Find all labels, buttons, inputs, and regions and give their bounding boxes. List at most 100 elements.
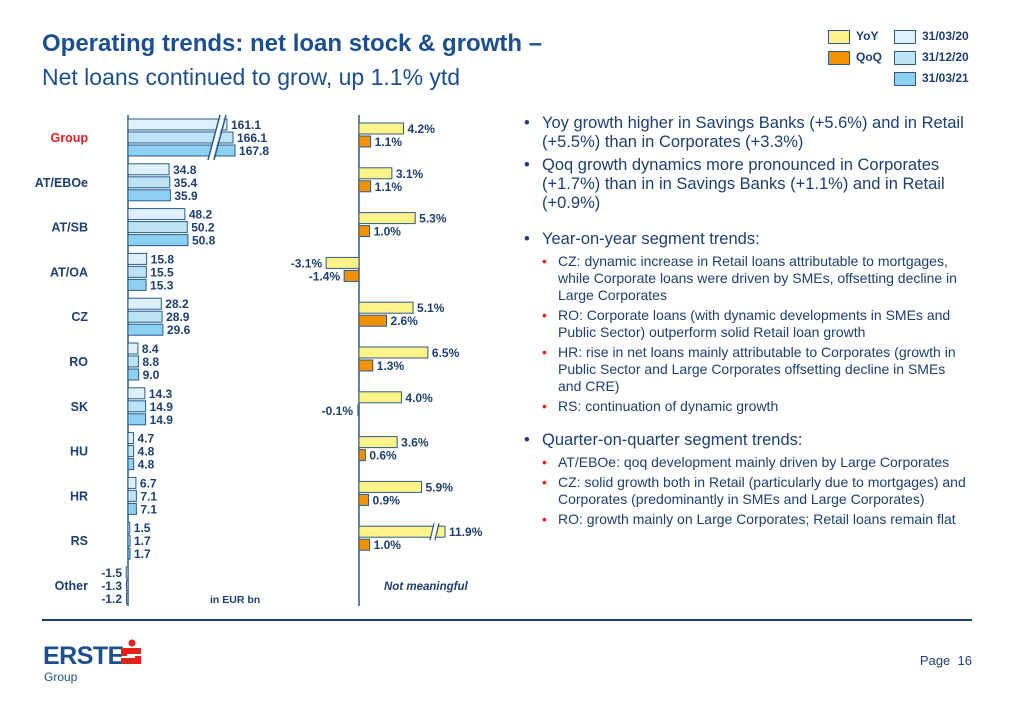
bar-31/03/20 [127,118,228,131]
bar-31/12/20 [127,445,135,458]
category-label: Other [55,579,88,593]
category-label: AT/SB [51,221,88,235]
sub-bullet: CZ: dynamic increase in Retail loans att… [522,253,972,304]
bar-31/03/20 [127,208,186,221]
data-label: 5.1% [417,301,445,315]
data-label: 3.6% [401,436,429,450]
axis-break-marker [429,523,440,541]
commentary: Yoy growth higher in Savings Banks (+5.6… [522,114,972,531]
bar-31/03/20 [127,476,137,489]
legend-label: 31/12/20 [922,50,969,64]
category-label: RO [69,355,88,369]
bar-QoQ [358,359,374,372]
data-label: 0.6% [369,449,397,463]
bar-YoY [358,167,393,180]
legend-swatch [894,71,916,86]
data-label: 50.2 [191,221,215,235]
bar-31/12/20 [127,131,234,144]
page-title: Operating trends: net loan stock & growt… [42,30,543,57]
legend-label: 31/03/21 [922,71,969,85]
bar-31/12/20 [127,221,188,234]
bar-YoY [358,480,423,493]
data-label: 50.8 [192,234,216,248]
bar-31/12/20 [127,310,163,323]
data-label: -3.1% [291,256,323,270]
data-label: 5.3% [419,212,447,226]
loan-charts: Group161.1166.1167.84.2%1.1%AT/EBOe34.83… [35,114,483,606]
data-label: 9.0 [143,368,160,382]
category-label: HU [70,445,88,459]
bar-31/03/21 [127,278,147,291]
bar-31/03/21 [127,413,147,426]
footer-divider [42,619,972,621]
bar-31/12/20 [127,400,147,413]
data-label: 1.7 [134,534,151,548]
bar-QoQ [343,269,360,282]
legend-qoq: QoQ [828,50,882,65]
data-label: 8.8 [142,355,159,369]
bar-31/03/20 [127,521,131,534]
bar-31/03/20 [127,387,146,400]
legend-swatch [828,29,850,44]
bar-QoQ [358,135,372,148]
data-label: -0.1% [322,404,354,418]
bar-31/03/21 [127,547,131,560]
bar-QoQ [358,538,371,551]
legend-swatch [894,29,916,44]
legend-label: QoQ [856,50,882,64]
data-label: 161.1 [231,118,261,132]
legend-label: 31/03/20 [922,29,969,43]
data-label: 167.8 [239,144,269,158]
unit-label: in EUR bn [210,594,260,606]
category-label: HR [70,489,88,503]
bar-31/03/21 [127,144,236,157]
axis-break-gap [430,522,438,541]
data-label: 11.9% [449,525,483,539]
data-label: 35.9 [174,189,198,203]
bar-QoQ [357,404,360,417]
bar-31/03/21 [127,189,171,202]
bar-31/03/20 [125,566,129,579]
bar-QoQ [358,493,370,506]
data-label: -1.5 [101,566,122,580]
bar-31/03/21 [127,234,189,247]
bar-31/03/21 [127,368,140,381]
data-label: 14.3 [149,387,173,401]
data-label: 6.5% [432,346,460,360]
bar-31/03/20 [127,342,139,355]
bar-QoQ [358,180,372,193]
data-label: 1.0% [374,538,402,552]
data-label: 4.0% [405,391,433,405]
category-label: CZ [71,310,88,324]
data-label: 15.5 [150,265,174,279]
page-subtitle: Net loans continued to grow, up 1.1% ytd [42,64,461,90]
page-number-value: 16 [957,653,972,668]
legend-label: YoY [856,29,879,43]
axis-break-marker [207,114,227,161]
bar-31/03/21 [126,592,129,605]
bar-31/03/21 [127,458,135,471]
data-label: 15.8 [151,252,175,266]
svg-text:ERSTE: ERSTE [43,642,124,670]
data-label: 6.7 [140,476,157,490]
data-label: 4.8 [138,458,155,472]
data-label: 15.3 [150,278,174,292]
bar-31/12/20 [125,579,129,592]
data-label: 1.5 [134,521,151,535]
bar-QoQ [358,225,371,238]
category-label: Group [51,131,89,145]
data-label: 4.2% [408,122,436,136]
bar-YoY [358,122,405,135]
bar-YoY [358,525,446,538]
data-label: 29.6 [167,323,191,337]
category-label: RS [71,534,88,548]
bar-31/03/21 [127,323,164,336]
axis-break-gap [208,114,225,161]
category-label: SK [71,400,88,414]
category-label: AT/OA [50,265,88,279]
bar-31/12/20 [127,534,131,547]
data-label: 1.1% [375,180,403,194]
data-label: 1.0% [374,225,402,239]
bullet: Yoy growth higher in Savings Banks (+5.6… [522,114,972,152]
